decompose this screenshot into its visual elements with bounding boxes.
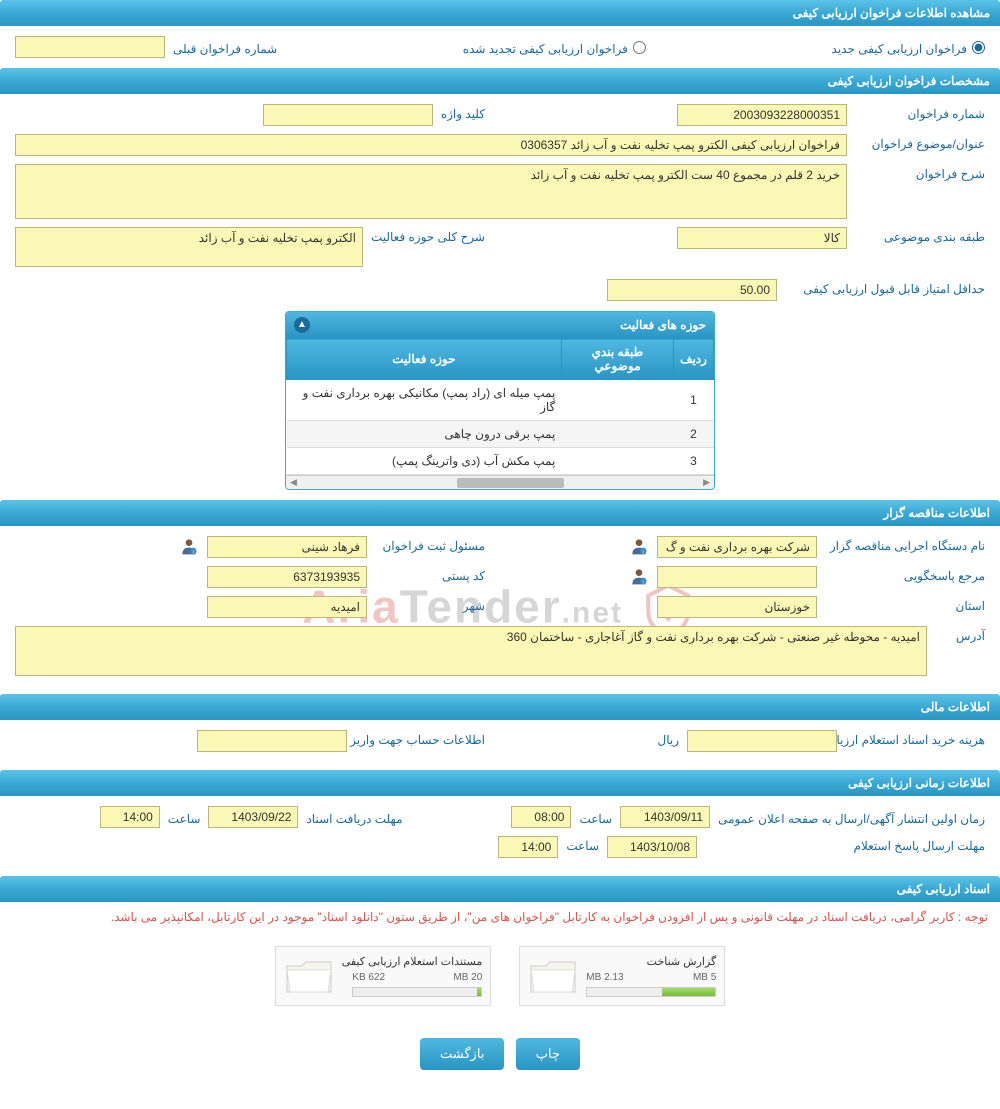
section-body-3: AriaTender.net نام دستگاه اجرایی مناقصه … [0, 526, 1000, 694]
scope-field: الکترو پمپ تخلیه نفت و آب زائد [15, 227, 363, 267]
address-field: امیدیه - محوطه غیر صنعتی - شرکت بهره برد… [15, 626, 927, 676]
province-label: استان [825, 596, 985, 613]
folder-icon [284, 956, 334, 996]
section-body-4: هزینه خرید اسناد استعلام ارزیابی کیفی ری… [0, 720, 1000, 770]
category-field: کالا [677, 227, 847, 249]
print-button[interactable]: چاپ [516, 1038, 580, 1070]
receive-label: مهلت دریافت اسناد [306, 809, 402, 826]
publish-label: زمان اولین انتشار آگهی/ارسال به صفحه اعل… [718, 809, 985, 826]
hour-label-2: ساعت [168, 809, 201, 826]
folder-icon [528, 956, 578, 996]
radio-new-call[interactable]: فراخوان ارزیابی کیفی جدید [832, 39, 985, 56]
activity-title: حوزه های فعالیت [620, 318, 706, 332]
responder-field [657, 566, 817, 588]
radio-renewed-label: فراخوان ارزیابی کیفی تجدید شده [463, 39, 628, 56]
table-scrollbar[interactable]: ▶ ◀ [286, 475, 714, 489]
svg-text:i: i [643, 550, 644, 556]
category-label: طبقه بندی موضوعی [855, 227, 985, 244]
receive-date: 1403/09/22 [208, 806, 298, 828]
cost-label: هزینه خرید اسناد استعلام ارزیابی کیفی [845, 730, 985, 747]
file1-progress [586, 987, 716, 997]
receive-time: 14:00 [100, 806, 160, 828]
section-header-timing: اطلاعات زمانی ارزیابی کیفی [0, 770, 1000, 796]
person-icon[interactable]: i [629, 566, 649, 586]
org-field: شرکت بهره برداری نفت و گ [657, 536, 817, 558]
call-number-field: 2003093228000351 [677, 104, 847, 126]
col-row: ردیف [674, 339, 714, 380]
publish-time: 08:00 [511, 806, 571, 828]
hour-label-1: ساعت [579, 809, 612, 826]
file2-total: 20 MB [453, 972, 482, 983]
file1-used: 2.13 MB [586, 972, 623, 983]
back-button[interactable]: بازگشت [420, 1038, 504, 1070]
file-box-2[interactable]: مستندات استعلام ارزیابی کیفی 20 MB 622 K… [275, 946, 492, 1006]
org-label: نام دستگاه اجرایی مناقصه گزار [825, 536, 985, 553]
section-header-view-info: مشاهده اطلاعات فراخوان ارزیابی کیفی [0, 0, 1000, 26]
call-number-label: شماره فراخوان [855, 104, 985, 121]
person-icon[interactable]: i [179, 536, 199, 556]
response-time: 14:00 [498, 836, 558, 858]
desc-field: خرید 2 قلم در مجموع 40 ست الکترو پمپ تخل… [15, 164, 847, 219]
postal-label: کد پستی [375, 566, 485, 583]
person-icon[interactable]: i [629, 536, 649, 556]
svg-text:i: i [193, 550, 194, 556]
file2-used: 622 KB [352, 972, 385, 983]
section-body-5: زمان اولین انتشار آگهی/ارسال به صفحه اعل… [0, 796, 1000, 876]
col-category: طبقه بندي موضوعي [561, 339, 673, 380]
activity-table: ردیف طبقه بندي موضوعي حوزه فعالیت 1پمپ م… [286, 338, 714, 475]
collapse-icon[interactable]: ▲ [294, 317, 310, 333]
section-body-6: توجه : کاربر گرامی، دریافت اسناد در مهلت… [0, 902, 1000, 1020]
subject-field: فراخوان ارزیابی کیفی الکترو پمپ تخلیه نف… [15, 134, 847, 156]
file1-total: 5 MB [693, 972, 716, 983]
svg-text:i: i [643, 580, 644, 586]
activity-panel: حوزه های فعالیت ▲ ردیف طبقه بندي موضوعي … [285, 311, 715, 490]
response-date: 1403/10/08 [607, 836, 697, 858]
cost-field [687, 730, 837, 752]
activity-header: حوزه های فعالیت ▲ [286, 312, 714, 338]
desc-label: شرح فراخوان [855, 164, 985, 181]
file2-name: مستندات استعلام ارزیابی کیفی [342, 955, 483, 968]
prev-number-label: شماره فراخوان قبلی [173, 39, 277, 56]
currency-label: ریال [657, 730, 679, 747]
min-score-field: 50.00 [607, 279, 777, 301]
account-field [197, 730, 347, 752]
keyword-field [263, 104, 433, 126]
section-header-docs: اسناد ارزیابی کیفی [0, 876, 1000, 902]
responder-label: مرجع پاسخگویی [825, 566, 985, 583]
radio-new-input[interactable] [972, 41, 985, 54]
account-label: اطلاعات حساب جهت واریز هزینه خرید اسناد [355, 730, 485, 747]
section-header-specs: مشخصات فراخوان ارزیابی کیفی [0, 68, 1000, 94]
radio-renewed-call[interactable]: فراخوان ارزیابی کیفی تجدید شده [463, 39, 646, 56]
section-body-1: فراخوان ارزیابی کیفی جدید فراخوان ارزیاب… [0, 26, 1000, 68]
registrar-field: فرهاد شینی [207, 536, 367, 558]
file1-name: گزارش شناخت [586, 955, 716, 968]
radio-renewed-input[interactable] [633, 41, 646, 54]
publish-date: 1403/09/11 [620, 806, 710, 828]
province-field: خوزستان [657, 596, 817, 618]
table-row: 2پمپ برقی درون چاهی [287, 421, 714, 448]
section-body-2: شماره فراخوان 2003093228000351 کلید واژه… [0, 94, 1000, 500]
button-row: چاپ بازگشت [0, 1020, 1000, 1088]
section-header-tenderer: اطلاعات مناقصه گزار [0, 500, 1000, 526]
keyword-label: کلید واژه [441, 104, 485, 121]
radio-new-label: فراخوان ارزیابی کیفی جدید [832, 39, 967, 56]
file2-progress [352, 987, 482, 997]
address-label: آدرس [935, 626, 985, 643]
hour-label-3: ساعت [566, 836, 599, 853]
prev-number-field [15, 36, 165, 58]
col-field: حوزه فعالیت [287, 339, 562, 380]
section-header-financial: اطلاعات مالی [0, 694, 1000, 720]
subject-label: عنوان/موضوع فراخوان [855, 134, 985, 151]
warning-text: توجه : کاربر گرامی، دریافت اسناد در مهلت… [0, 902, 1000, 932]
postal-field: 6373193935 [207, 566, 367, 588]
table-row: 3پمپ مکش آب (دی واترینگ پمپ) [287, 448, 714, 475]
response-label: مهلت ارسال پاسخ استعلام [705, 836, 985, 853]
city-field: امیدیه [207, 596, 367, 618]
city-label: شهر [375, 596, 485, 613]
min-score-label: حداقل امتیاز قابل قبول ارزیابی کیفی [785, 279, 985, 296]
registrar-label: مسئول ثبت فراخوان [375, 536, 485, 553]
table-row: 1پمپ میله ای (راد پمپ) مکانیکی بهره بردا… [287, 380, 714, 421]
file-box-1[interactable]: گزارش شناخت 5 MB 2.13 MB [519, 946, 725, 1006]
scope-label: شرح کلی حوزه فعالیت [371, 227, 485, 244]
